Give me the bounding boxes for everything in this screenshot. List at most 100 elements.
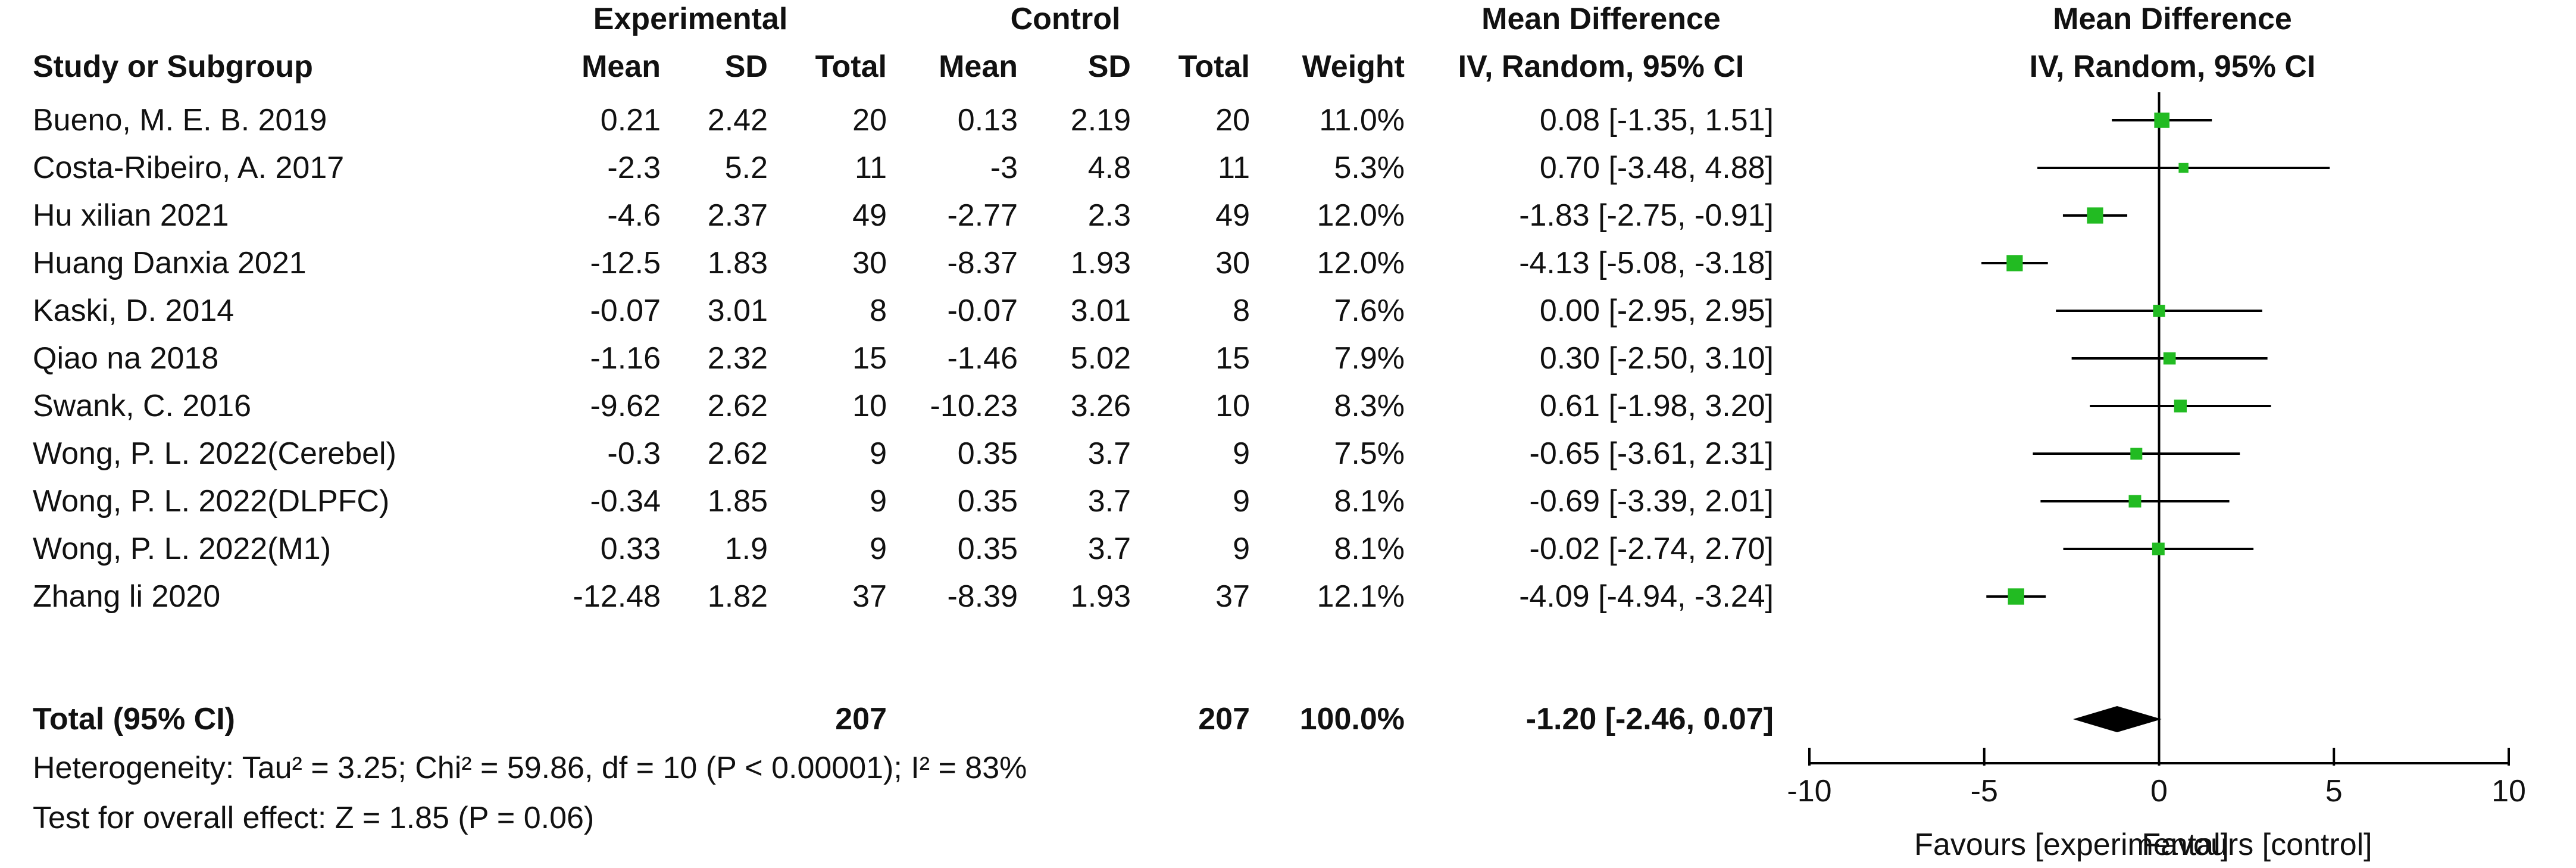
ctl-sd: 1.93: [1070, 246, 1131, 280]
exp-mean: -0.34: [590, 484, 661, 519]
ctl-total: 10: [1215, 389, 1250, 423]
study-marker: [2152, 542, 2165, 555]
study-marker: [2178, 163, 2189, 173]
study-marker: [2163, 352, 2176, 365]
exp-total: 9: [870, 484, 887, 519]
exp-mean: -12.5: [590, 246, 661, 280]
weight: 5.3%: [1334, 151, 1405, 185]
ctl-mean: 0.35: [957, 484, 1018, 519]
total-label: Total (95% CI): [33, 702, 235, 736]
exp-total: 15: [852, 341, 887, 376]
study-marker: [2008, 588, 2024, 605]
md-ci: 0.30 [-2.50, 3.10]: [1539, 341, 1774, 376]
ctl-total: 30: [1215, 246, 1250, 280]
exp-sd: 1.82: [707, 579, 768, 614]
study-marker: [2006, 255, 2023, 271]
exp-total: 37: [852, 579, 887, 614]
total-ctl-total: 207: [1198, 702, 1250, 736]
exp-sd: 5.2: [724, 151, 768, 185]
exp-total: 9: [870, 436, 887, 471]
study-marker: [2087, 207, 2103, 224]
study-marker: [2130, 448, 2143, 460]
exp-total: 20: [852, 103, 887, 138]
ctl-sd: 3.26: [1070, 389, 1131, 423]
ctl-mean: -8.37: [947, 246, 1018, 280]
weight: 7.5%: [1334, 436, 1405, 471]
ctl-mean: -10.23: [930, 389, 1018, 423]
weight: 8.1%: [1334, 532, 1405, 566]
weight: 7.6%: [1334, 294, 1405, 328]
ctl-mean: -8.39: [947, 579, 1018, 614]
exp-sd: 2.32: [707, 341, 768, 376]
ctl-total: 8: [1233, 294, 1250, 328]
md-ci: 0.00 [-2.95, 2.95]: [1539, 294, 1774, 328]
md-ci: -4.13 [-5.08, -3.18]: [1519, 246, 1774, 280]
study-marker: [2128, 495, 2142, 508]
weight: 8.1%: [1334, 484, 1405, 519]
exp-sd: 2.42: [707, 103, 768, 138]
study-name: Wong, P. L. 2022(Cerebel): [33, 436, 396, 471]
total-exp-total: 207: [835, 702, 887, 736]
weight: 12.1%: [1317, 579, 1405, 614]
study-name: Swank, C. 2016: [33, 389, 252, 423]
ctl-sd: 3.7: [1087, 532, 1131, 566]
exp-total: 11: [855, 151, 887, 185]
exp-mean: -9.62: [590, 389, 661, 423]
study-marker: [2154, 113, 2169, 128]
weight: 11.0%: [1319, 103, 1405, 138]
exp-mean: -4.6: [607, 198, 661, 233]
md-ci: -4.09 [-4.94, -3.24]: [1519, 579, 1774, 614]
header-ctl-sd: SD: [1087, 49, 1131, 84]
x-tick-label: 0: [2150, 774, 2168, 808]
study-marker: [2153, 304, 2165, 317]
exp-sd: 1.83: [707, 246, 768, 280]
ctl-sd: 4.8: [1087, 151, 1131, 185]
ctl-total: 15: [1215, 341, 1250, 376]
favours-control-label: Favours [control]: [2142, 828, 2372, 862]
header-mean-difference-plot: Mean Difference: [2053, 2, 2292, 36]
exp-mean: -0.3: [607, 436, 661, 471]
study-name: Qiao na 2018: [33, 341, 219, 376]
ctl-sd: 1.93: [1070, 579, 1131, 614]
exp-total: 30: [852, 246, 887, 280]
md-ci: 0.08 [-1.35, 1.51]: [1539, 103, 1774, 138]
header-mean-difference: Mean Difference: [1481, 2, 1721, 36]
ctl-sd: 3.7: [1087, 436, 1131, 471]
weight: 12.0%: [1317, 246, 1405, 280]
exp-sd: 1.9: [724, 532, 768, 566]
study-name: Wong, P. L. 2022(DLPFC): [33, 484, 390, 519]
study-name: Kaski, D. 2014: [33, 294, 235, 328]
header-exp-total: Total: [815, 49, 887, 84]
ctl-total: 9: [1233, 532, 1250, 566]
exp-mean: -2.3: [607, 151, 661, 185]
study-name: Bueno, M. E. B. 2019: [33, 103, 327, 138]
header-md-method-plot: IV, Random, 95% CI: [2029, 49, 2316, 84]
ctl-sd: 2.19: [1070, 103, 1131, 138]
ctl-total: 11: [1218, 151, 1250, 185]
ctl-mean: -3: [990, 151, 1018, 185]
total-weight: 100.0%: [1299, 702, 1405, 736]
exp-total: 9: [870, 532, 887, 566]
study-name: Zhang li 2020: [33, 579, 221, 614]
total-ci: -1.20 [-2.46, 0.07]: [1525, 702, 1774, 736]
exp-sd: 2.62: [707, 436, 768, 471]
exp-mean: -0.07: [590, 294, 661, 328]
md-ci: -0.69 [-3.39, 2.01]: [1529, 484, 1774, 519]
exp-total: 10: [852, 389, 887, 423]
exp-total: 49: [852, 198, 887, 233]
x-tick-label: -5: [1971, 774, 1998, 808]
exp-sd: 1.85: [707, 484, 768, 519]
ctl-total: 9: [1233, 484, 1250, 519]
exp-sd: 2.37: [707, 198, 768, 233]
header-ctl-total: Total: [1178, 49, 1250, 84]
exp-mean: -12.48: [573, 579, 661, 614]
header-exp-mean: Mean: [582, 49, 661, 84]
weight: 12.0%: [1317, 198, 1405, 233]
header-experimental: Experimental: [593, 2, 788, 36]
ctl-sd: 3.7: [1087, 484, 1131, 519]
study-name: Hu xilian 2021: [33, 198, 229, 233]
weight: 7.9%: [1334, 341, 1405, 376]
ctl-mean: 0.35: [957, 436, 1018, 471]
ctl-total: 9: [1233, 436, 1250, 471]
